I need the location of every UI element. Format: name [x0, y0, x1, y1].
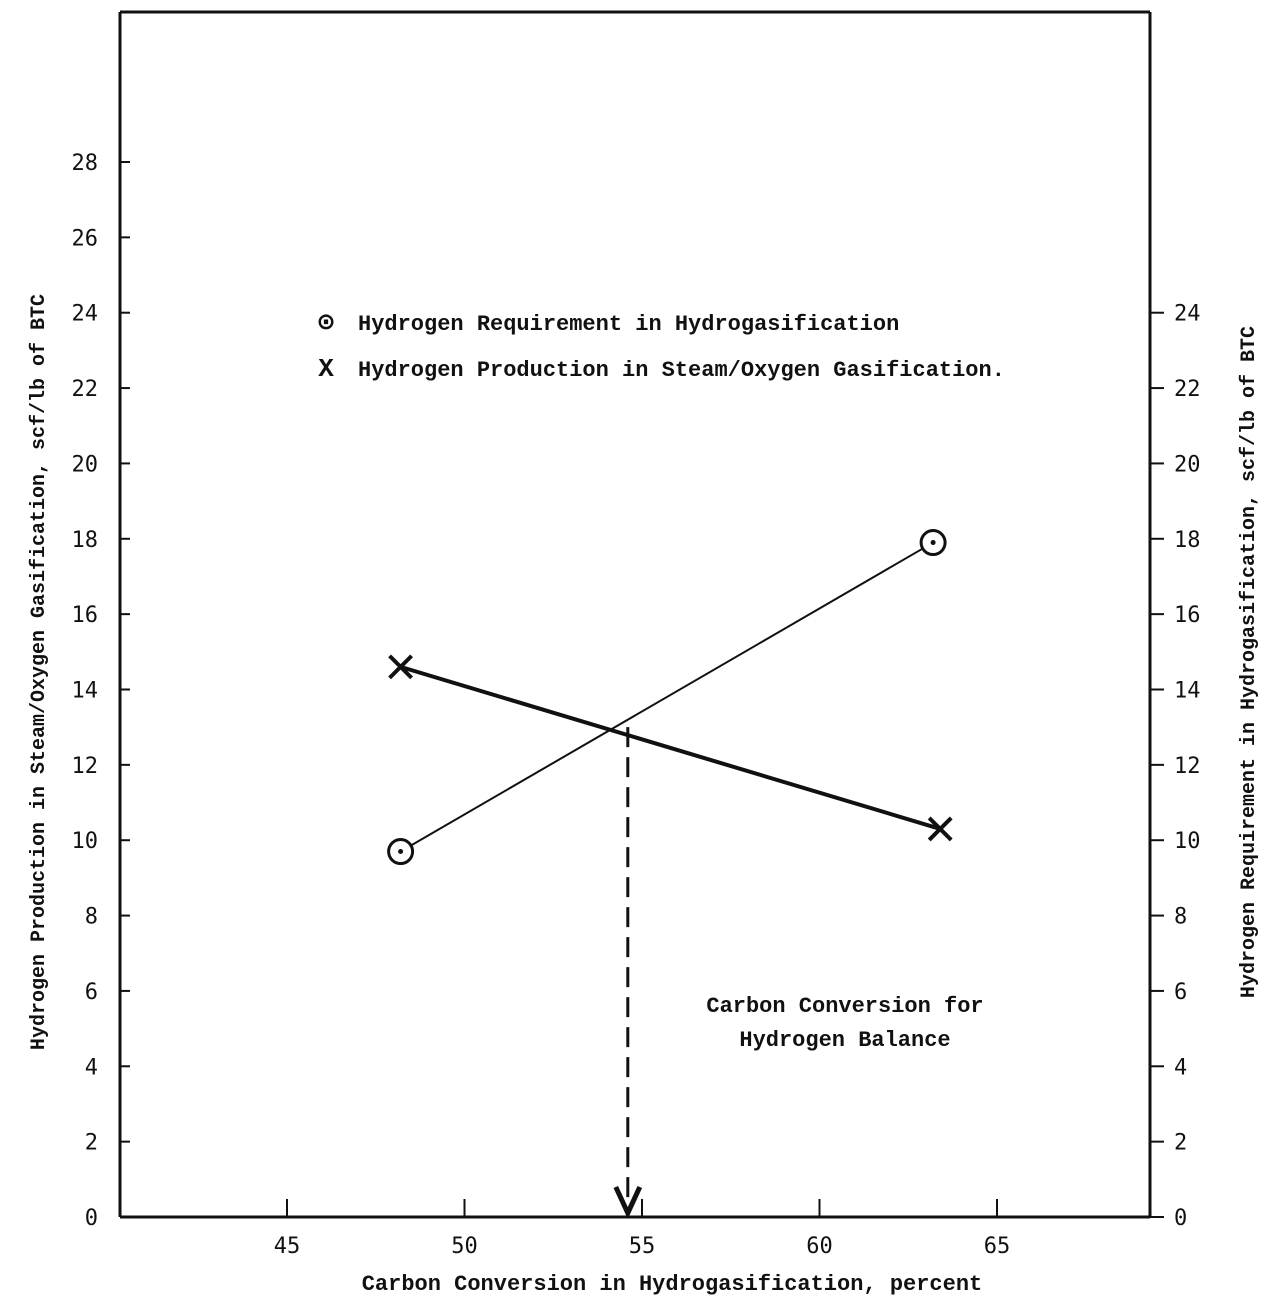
left-tick-label: 20 — [72, 452, 99, 477]
x-tick-label: 65 — [984, 1234, 1011, 1259]
annotation-arrow — [613, 1185, 643, 1219]
right-tick-label: 20 — [1174, 452, 1201, 477]
x-axis-label: Carbon Conversion in Hydrogasification, … — [362, 1272, 983, 1297]
left-tick-label: 14 — [72, 679, 99, 704]
left-tick-label: 26 — [72, 226, 99, 251]
data-point-circle-dot — [398, 849, 404, 855]
right-tick-label: 8 — [1174, 905, 1187, 930]
right-tick-label: 4 — [1174, 1055, 1187, 1080]
x-tick-label: 55 — [629, 1234, 656, 1259]
y-axis-label-right: Hydrogen Requirement in Hydrogasificatio… — [1238, 326, 1261, 998]
left-tick-label: 12 — [72, 754, 99, 779]
right-tick-label: 10 — [1174, 829, 1201, 854]
left-tick-label: 18 — [72, 528, 99, 553]
right-tick-label: 0 — [1174, 1206, 1187, 1231]
annotation-text-line: Carbon Conversion for — [706, 994, 983, 1019]
left-tick-label: 24 — [72, 302, 99, 327]
left-tick-label: 0 — [85, 1206, 98, 1231]
x-tick-label: 50 — [451, 1234, 478, 1259]
left-tick-label: 28 — [72, 151, 99, 176]
right-tick-label: 14 — [1174, 679, 1201, 704]
left-tick-label: 22 — [72, 377, 99, 402]
right-tick-label: 22 — [1174, 377, 1201, 402]
series-line-1 — [400, 541, 934, 853]
annotation-text-line: Hydrogen Balance — [739, 1028, 950, 1053]
x-tick-label: 45 — [274, 1234, 301, 1259]
legend-label: Hydrogen Production in Steam/Oxygen Gasi… — [358, 358, 1005, 383]
legend: ⊙ Hydrogen Requirement in Hydrogasificati… — [318, 308, 1005, 384]
data-point-x — [388, 654, 414, 680]
legend-symbol: X — [318, 354, 334, 384]
right-tick-label: 2 — [1174, 1131, 1187, 1156]
left-tick-label: 6 — [85, 980, 98, 1005]
data-point-circle-dot — [930, 540, 936, 546]
right-tick-label: 18 — [1174, 528, 1201, 553]
data-point-x — [927, 816, 953, 842]
right-tick-label: 6 — [1174, 980, 1187, 1005]
series-line-2 — [400, 664, 941, 831]
x-tick-label: 60 — [806, 1234, 833, 1259]
legend-label: Hydrogen Requirement in Hydrogasificatio… — [358, 312, 899, 337]
y-axis-label-left: Hydrogen Production in Steam/Oxygen Gasi… — [28, 294, 51, 1050]
right-tick-label: 16 — [1174, 603, 1201, 628]
annotation-group: Carbon Conversion for Hydrogen Balance — [613, 727, 984, 1219]
legend-symbol: ⊙ — [318, 308, 334, 338]
left-tick-label: 8 — [85, 905, 98, 930]
right-tick-label: 12 — [1174, 754, 1201, 779]
left-tick-label: 4 — [85, 1055, 98, 1080]
left-tick-label: 10 — [72, 829, 99, 854]
right-tick-label: 24 — [1174, 302, 1201, 327]
left-tick-label: 2 — [85, 1131, 98, 1156]
series-group — [387, 529, 953, 866]
x-axis-ticks: 45 50 55 60 65 — [274, 1199, 1011, 1259]
left-tick-label: 16 — [72, 603, 99, 628]
